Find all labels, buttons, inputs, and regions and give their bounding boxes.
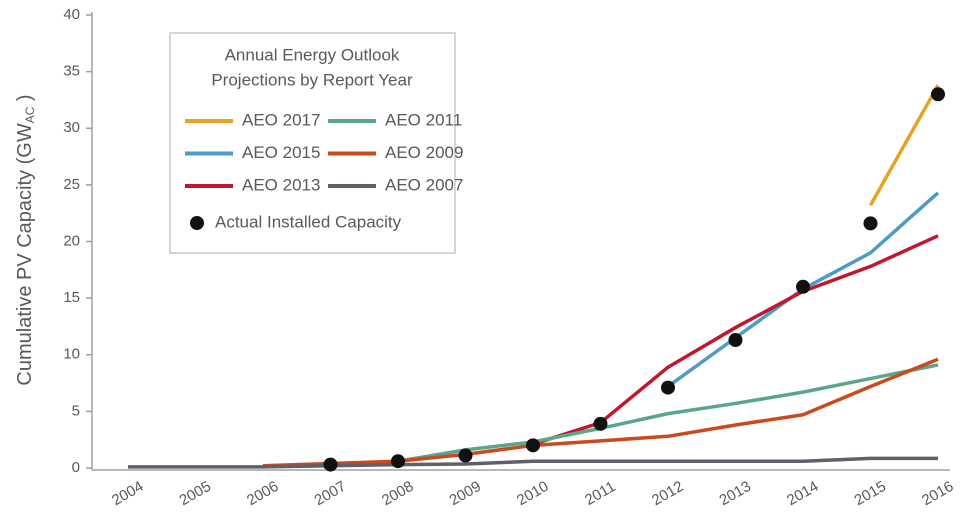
x-tick-label: 2014 — [784, 478, 821, 509]
y-tick-label: 25 — [63, 176, 80, 193]
x-tick-label: 2006 — [244, 478, 281, 509]
legend-box — [169, 32, 456, 254]
x-tick-label: 2010 — [514, 478, 551, 509]
legend-label: AEO 2007 — [385, 175, 463, 194]
legend-label: Actual Installed Capacity — [215, 212, 402, 231]
y-tick-label: 20 — [63, 232, 80, 249]
data-point — [323, 457, 338, 472]
x-tick-label: 2004 — [109, 478, 146, 509]
data-point — [931, 87, 945, 102]
y-tick-label: 30 — [63, 119, 80, 136]
legend-label: AEO 2015 — [242, 143, 320, 162]
series-line — [397, 363, 939, 463]
legend-title: Annual Energy Outlook — [225, 45, 400, 64]
x-tick-label: 2015 — [852, 478, 889, 509]
data-point — [661, 380, 675, 395]
y-tick-label: 5 — [72, 402, 80, 419]
legend-label: AEO 2009 — [385, 143, 463, 162]
x-tick-label: 2005 — [177, 478, 214, 509]
y-tick-label: 15 — [63, 289, 80, 306]
data-point — [796, 279, 810, 294]
x-tick-label: 2013 — [717, 478, 754, 509]
data-point — [526, 438, 540, 453]
y-tick-label: 0 — [72, 459, 80, 476]
x-tick-label: 2011 — [582, 478, 618, 509]
legend-title: Projections by Report Year — [211, 70, 413, 89]
legend-label: AEO 2011 — [385, 110, 462, 129]
data-point — [458, 448, 473, 463]
x-tick-label: 2007 — [312, 478, 349, 509]
y-axis-label: Cumulative PV Capacity (GWAC ) — [14, 94, 37, 385]
series-line — [128, 456, 938, 469]
x-tick-label: 2009 — [447, 478, 484, 509]
legend-label: AEO 2017 — [242, 110, 320, 129]
x-tick-label: 2016 — [919, 478, 956, 509]
legend-label: AEO 2013 — [242, 175, 320, 194]
data-point — [391, 454, 405, 469]
data-point — [593, 416, 608, 431]
y-label-sub: AC — [23, 106, 37, 123]
x-tick-label: 2012 — [649, 478, 686, 509]
y-tick-label: 40 — [63, 6, 80, 23]
x-tick-label: 2008 — [379, 478, 416, 509]
y-tick-label: 35 — [63, 63, 80, 80]
legend-marker — [190, 216, 204, 230]
y-label-main: Cumulative PV Capacity (GW — [14, 123, 36, 385]
y-tick-label: 10 — [63, 346, 80, 363]
y-label-end: ) — [14, 94, 36, 106]
series-line — [868, 84, 940, 207]
series-line — [262, 357, 939, 468]
data-point — [863, 216, 878, 231]
data-point — [728, 333, 743, 348]
